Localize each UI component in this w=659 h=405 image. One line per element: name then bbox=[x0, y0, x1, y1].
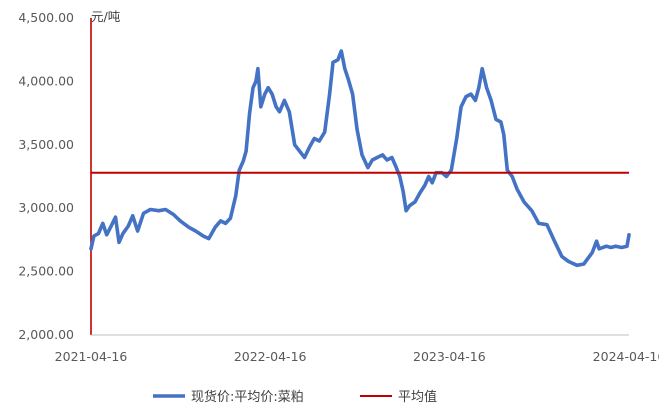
y-tick-label: 4,000.00 bbox=[18, 73, 74, 88]
y-tick-label: 3,500.00 bbox=[18, 137, 74, 152]
y-tick-label: 2,000.00 bbox=[18, 327, 74, 342]
y-tick-label: 4,500.00 bbox=[18, 10, 74, 25]
x-axis-tick-labels: 2021-04-16 2022-04-16 2023-04-16 2024-04-16 bbox=[55, 349, 659, 364]
legend-label-average: 平均值 bbox=[398, 389, 437, 405]
legend: 现货价:平均价:菜粕 平均值 bbox=[153, 389, 437, 405]
legend-label-price: 现货价:平均价:菜粕 bbox=[191, 389, 304, 405]
x-tick-label: 2022-04-16 bbox=[234, 349, 307, 364]
y-tick-label: 3,000.00 bbox=[18, 200, 74, 215]
y-tick-label: 2,500.00 bbox=[18, 264, 74, 279]
x-tick-label: 2023-04-16 bbox=[413, 349, 486, 364]
x-tick-label: 2021-04-16 bbox=[55, 349, 128, 364]
series-line-rapeseed-meal-price bbox=[89, 49, 631, 268]
y-axis-tick-labels: 4,500.00 4,000.00 3,500.00 3,000.00 2,500.00… bbox=[18, 10, 74, 342]
x-tick-label: 2024-04-16 bbox=[593, 349, 659, 364]
y-axis-unit-label: 元/吨 bbox=[91, 9, 121, 24]
